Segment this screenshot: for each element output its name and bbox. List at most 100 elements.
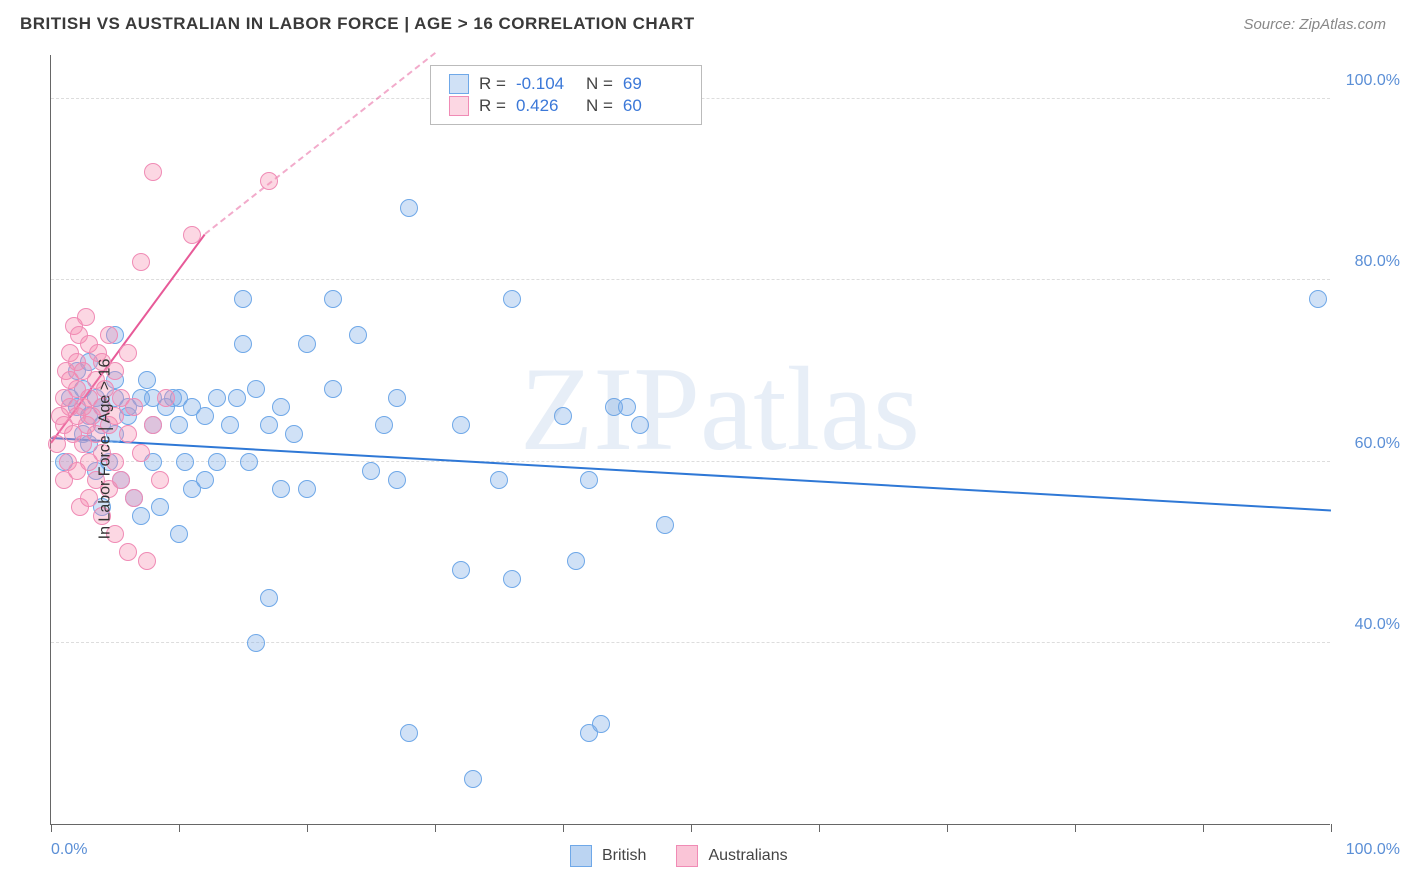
data-point (228, 389, 246, 407)
data-point (157, 389, 175, 407)
data-point (618, 398, 636, 416)
stats-r-label: R = (479, 74, 506, 94)
y-tick-label: 60.0% (1355, 435, 1400, 453)
x-tick (1203, 824, 1204, 832)
chart-header: BRITISH VS AUSTRALIAN IN LABOR FORCE | A… (0, 0, 1406, 48)
gridline (51, 279, 1330, 280)
data-point (247, 634, 265, 652)
data-point (138, 371, 156, 389)
data-point (151, 471, 169, 489)
data-point (656, 516, 674, 534)
data-point (1309, 290, 1327, 308)
data-point (503, 290, 521, 308)
data-point (208, 389, 226, 407)
data-point (234, 335, 252, 353)
legend-item: British (570, 845, 646, 867)
data-point (452, 416, 470, 434)
data-point (464, 770, 482, 788)
x-tick (563, 824, 564, 832)
x-tick (1331, 824, 1332, 832)
data-point (132, 253, 150, 271)
legend-swatch (676, 845, 698, 867)
data-point (349, 326, 367, 344)
plot-area: 40.0%60.0%80.0%100.0%0.0%100.0% (50, 55, 1330, 825)
data-point (170, 525, 188, 543)
legend-label: Australians (708, 847, 787, 865)
data-point (119, 344, 137, 362)
data-point (400, 199, 418, 217)
x-tick (819, 824, 820, 832)
data-point (452, 561, 470, 579)
y-tick-label: 40.0% (1355, 616, 1400, 634)
data-point (144, 163, 162, 181)
data-point (221, 416, 239, 434)
x-tick (179, 824, 180, 832)
data-point (298, 335, 316, 353)
data-point (240, 453, 258, 471)
x-tick (947, 824, 948, 832)
x-tick (307, 824, 308, 832)
data-point (119, 543, 137, 561)
x-label-max: 100.0% (1346, 841, 1400, 859)
data-point (375, 416, 393, 434)
legend-swatch (449, 74, 469, 94)
x-tick (1075, 824, 1076, 832)
data-point (176, 453, 194, 471)
stats-r-value: -0.104 (516, 74, 576, 94)
x-tick (691, 824, 692, 832)
stats-row: R = -0.104 N = 69 (449, 74, 683, 94)
data-point (132, 507, 150, 525)
trend-line (51, 437, 1331, 511)
data-point (554, 407, 572, 425)
stats-n-label: N = (586, 74, 613, 94)
legend-label: British (602, 847, 646, 865)
y-tick-label: 80.0% (1355, 253, 1400, 271)
stats-row: R =0.426N =60 (449, 96, 683, 116)
data-point (260, 589, 278, 607)
x-tick (51, 824, 52, 832)
data-point (247, 380, 265, 398)
data-point (112, 471, 130, 489)
data-point (100, 326, 118, 344)
data-point (183, 226, 201, 244)
data-point (196, 407, 214, 425)
correlation-stats-box: R = -0.104 N = 69R = 0.426 N = 60 (430, 65, 702, 125)
data-point (490, 471, 508, 489)
data-point (400, 724, 418, 742)
legend-swatch (570, 845, 592, 867)
data-point (125, 489, 143, 507)
x-tick (435, 824, 436, 832)
data-point (324, 380, 342, 398)
data-point (260, 172, 278, 190)
data-point (272, 398, 290, 416)
y-axis-title: In Labor Force | Age > 16 (96, 359, 114, 540)
gridline (51, 642, 1330, 643)
data-point (260, 416, 278, 434)
y-tick-label: 100.0% (1346, 72, 1400, 90)
data-point (77, 308, 95, 326)
data-point (119, 425, 137, 443)
data-point (592, 715, 610, 733)
data-point (580, 471, 598, 489)
x-label-min: 0.0% (51, 841, 87, 859)
data-point (144, 416, 162, 434)
legend-item: Australians (676, 845, 787, 867)
data-point (285, 425, 303, 443)
data-point (151, 498, 169, 516)
data-point (208, 453, 226, 471)
data-point (362, 462, 380, 480)
data-point (567, 552, 585, 570)
data-point (631, 416, 649, 434)
source-label: Source: ZipAtlas.com (1243, 16, 1386, 33)
data-point (298, 480, 316, 498)
data-point (272, 480, 290, 498)
data-point (388, 471, 406, 489)
stats-n-value: 60 (623, 96, 683, 116)
stats-r-value: 0.426 (516, 96, 576, 116)
data-point (324, 290, 342, 308)
stats-r-label: R = (479, 96, 506, 116)
chart-title: BRITISH VS AUSTRALIAN IN LABOR FORCE | A… (20, 14, 695, 34)
data-point (196, 471, 214, 489)
stats-n-value: 69 (623, 74, 683, 94)
data-point (132, 444, 150, 462)
